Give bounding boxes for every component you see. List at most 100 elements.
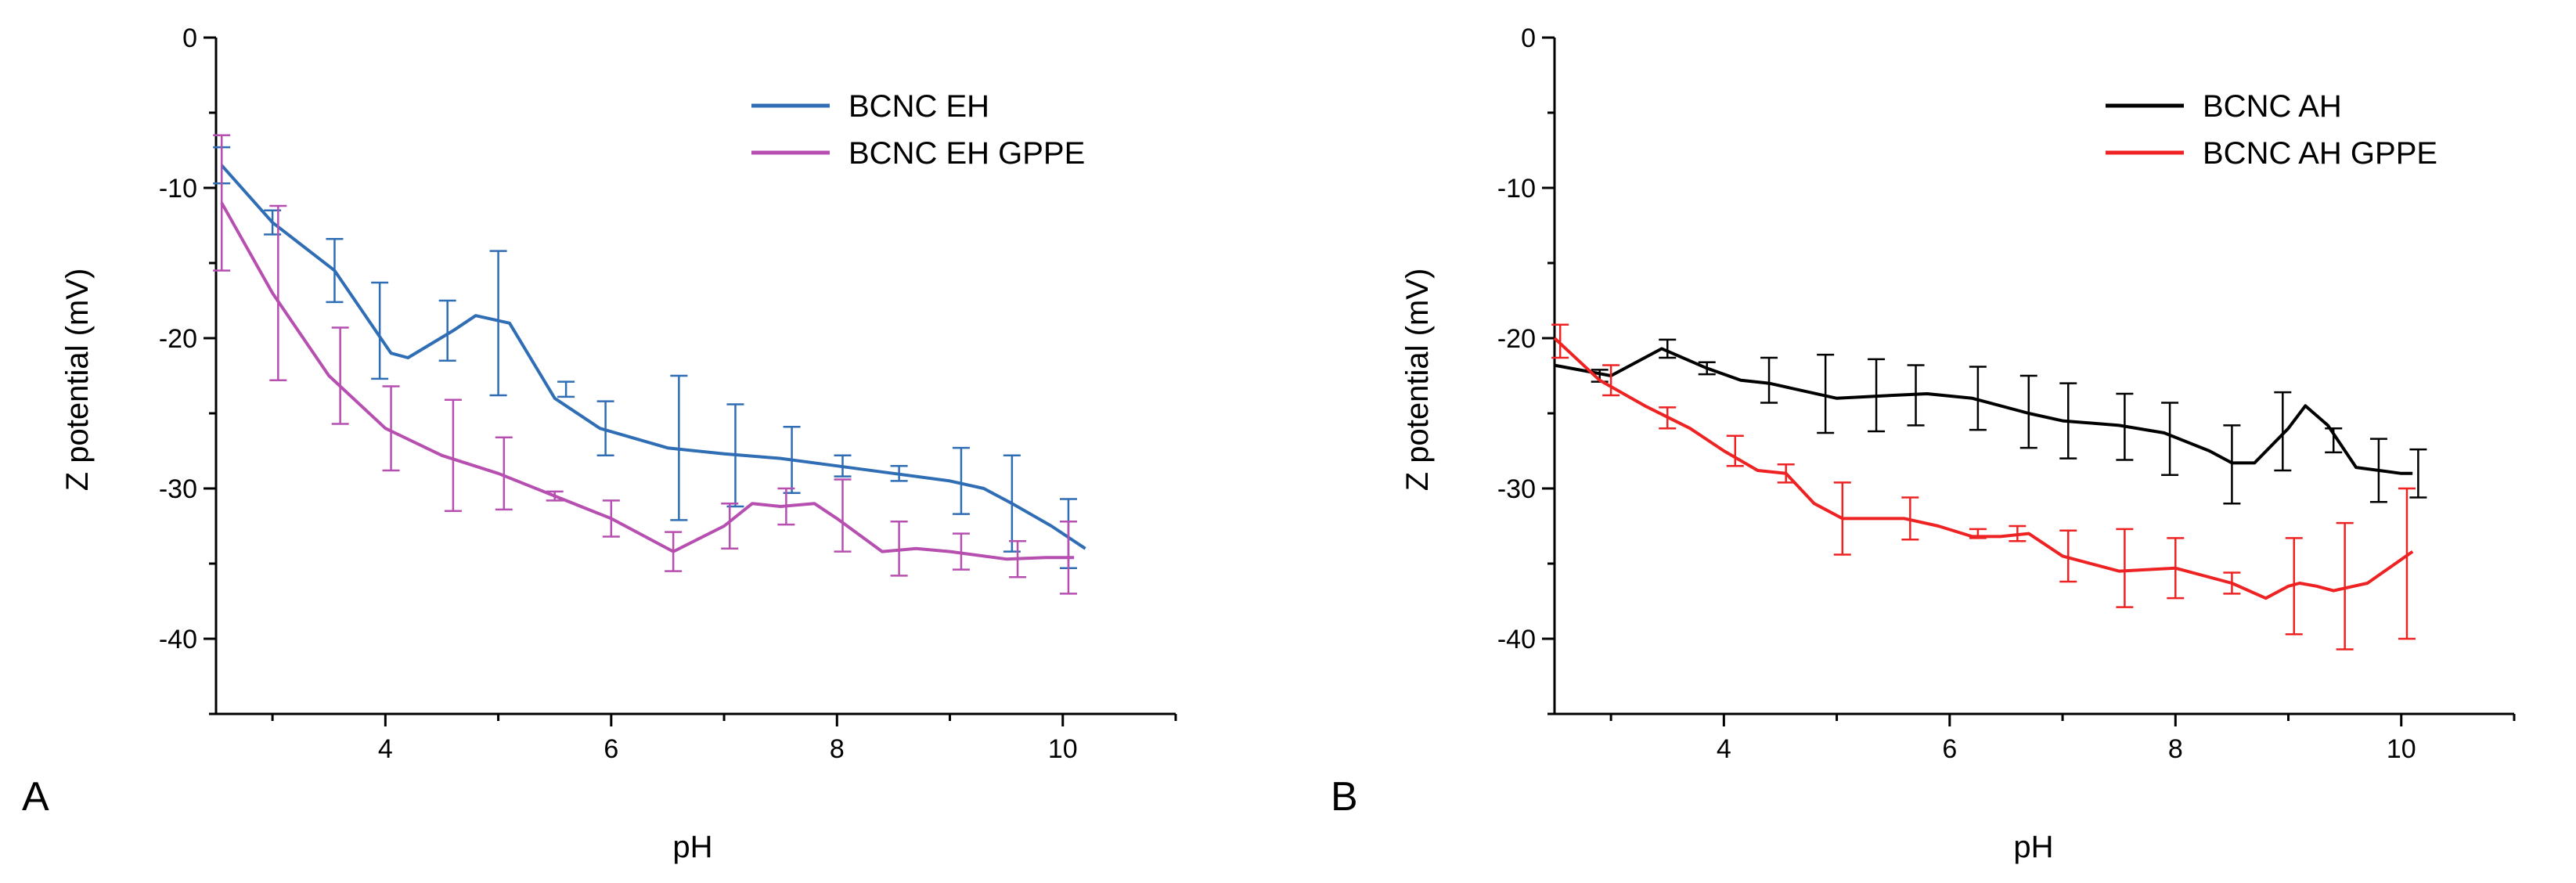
- x-tick-label: 10: [1048, 734, 1078, 764]
- error-bar: [213, 134, 231, 272]
- error-bar: [1969, 366, 1987, 431]
- series-line-bcnc-eh: [220, 164, 1086, 550]
- error-bar: [331, 326, 349, 425]
- error-bar: [1659, 338, 1677, 359]
- error-bar: [489, 250, 507, 397]
- series-line-bcnc-eh-gppe: [220, 202, 1075, 561]
- legend-label-bcnc-eh-gppe: BCNC EH GPPE: [848, 136, 1085, 171]
- error-bar: [1901, 496, 1919, 541]
- legend-label-bcnc-eh: BCNC EH: [848, 89, 989, 124]
- error-bar: [2274, 391, 2292, 472]
- error-bar: [1009, 539, 1027, 578]
- error-bar: [602, 499, 620, 538]
- x-tick-label: 10: [2387, 734, 2416, 764]
- series-bcnc-ah: [1554, 338, 2427, 505]
- chart-panel-a: A 4 6 8 10 0 -10 -20 -30 -40 pH Z potential (mV)…: [22, 23, 1177, 864]
- y-tick-label: 0: [182, 23, 197, 53]
- series-line-bcnc-ah: [1554, 347, 2413, 475]
- plot-area-a: 4 6 8 10 0 -10 -20 -30 -40: [159, 23, 1177, 764]
- error-bar: [890, 464, 908, 482]
- error-bar: [1726, 434, 1744, 467]
- error-bar: [777, 487, 795, 526]
- x-tick-label: 6: [603, 734, 618, 764]
- error-bar: [2285, 537, 2303, 636]
- error-bar: [2116, 392, 2134, 461]
- x-axis-title-a: pH: [672, 830, 712, 864]
- error-bar: [670, 374, 688, 521]
- error-bar: [890, 520, 908, 577]
- error-bar: [1659, 406, 1677, 430]
- error-bar: [1868, 358, 1886, 433]
- error-bar: [2009, 524, 2027, 542]
- error-bar: [1833, 481, 1851, 556]
- error-bar: [1003, 454, 1021, 553]
- error-bar: [2223, 424, 2241, 505]
- chart-panel-b: B 4 6 8 10 0 -10 -20 -30 -40 pH Z potential (mV)…: [1331, 23, 2516, 864]
- y-tick-label: -30: [159, 474, 197, 504]
- error-bar: [2059, 529, 2077, 583]
- y-tick-label: 0: [1521, 23, 1536, 53]
- error-bar: [371, 281, 389, 380]
- error-bar: [2398, 487, 2416, 640]
- x-tick-label: 8: [830, 734, 845, 764]
- error-bar: [1760, 356, 1778, 404]
- y-tick-label: -30: [1497, 474, 1536, 504]
- y-tick-label: -40: [159, 625, 197, 654]
- error-bar: [1907, 364, 1925, 427]
- error-bar: [721, 502, 739, 550]
- error-bar: [2116, 528, 2134, 608]
- legend-b: BCNC AH BCNC AH GPPE: [2106, 89, 2437, 171]
- error-bar: [1602, 364, 1620, 397]
- error-bar: [495, 436, 513, 511]
- x-tick-label: 4: [1717, 734, 1731, 764]
- series-bcnc-eh-gppe: [213, 134, 1077, 595]
- y-tick-label: -10: [1497, 174, 1536, 204]
- y-tick-label: -20: [1497, 324, 1536, 354]
- error-bar: [269, 204, 287, 382]
- error-bar: [834, 454, 852, 478]
- legend-label-bcnc-ah-gppe: BCNC AH GPPE: [2203, 136, 2437, 171]
- error-bar: [596, 400, 614, 457]
- series-bcnc-ah-gppe: [1551, 323, 2416, 651]
- error-bar: [382, 385, 400, 472]
- x-tick-label: 6: [1942, 734, 1957, 764]
- panel-label-b: B: [1331, 774, 1358, 820]
- error-bar: [2167, 537, 2185, 600]
- legend-label-bcnc-ah: BCNC AH: [2203, 89, 2342, 124]
- y-tick-label: -40: [1497, 625, 1536, 654]
- error-bar: [1969, 528, 1987, 539]
- panel-label-a: A: [22, 774, 49, 820]
- error-bar: [1059, 520, 1077, 595]
- y-axis-title-b: Z potential (mV): [1400, 269, 1435, 492]
- y-axis-title-a: Z potential (mV): [60, 269, 95, 492]
- error-bar: [1777, 463, 1795, 484]
- error-bar: [2161, 402, 2179, 476]
- y-tick-label: -20: [159, 324, 197, 354]
- error-bar: [2059, 382, 2077, 460]
- error-bar: [2019, 374, 2037, 449]
- error-bar: [1698, 361, 1716, 376]
- x-tick-label: 8: [2168, 734, 2183, 764]
- error-bar: [444, 398, 462, 513]
- error-bar: [557, 380, 575, 398]
- error-bar: [438, 299, 456, 362]
- error-bar: [2223, 571, 2241, 595]
- error-bar: [326, 238, 344, 304]
- series-bcnc-eh: [213, 146, 1086, 570]
- x-axis-title-b: pH: [2013, 830, 2053, 864]
- legend-a: BCNC EH BCNC EH GPPE: [751, 89, 1085, 171]
- error-bar: [2336, 521, 2354, 651]
- error-bar: [665, 531, 683, 572]
- error-bar: [952, 446, 970, 515]
- error-bar: [2409, 448, 2427, 499]
- error-bar: [952, 532, 970, 571]
- plot-area-b: 4 6 8 10 0 -10 -20 -30 -40: [1497, 23, 2516, 764]
- y-tick-label: -10: [159, 174, 197, 204]
- error-bar: [546, 490, 564, 502]
- series-line-bcnc-ah-gppe: [1553, 337, 2414, 600]
- x-tick-label: 4: [378, 734, 393, 764]
- error-bar: [834, 478, 852, 553]
- error-bar: [2325, 427, 2343, 454]
- error-bar: [1817, 353, 1835, 434]
